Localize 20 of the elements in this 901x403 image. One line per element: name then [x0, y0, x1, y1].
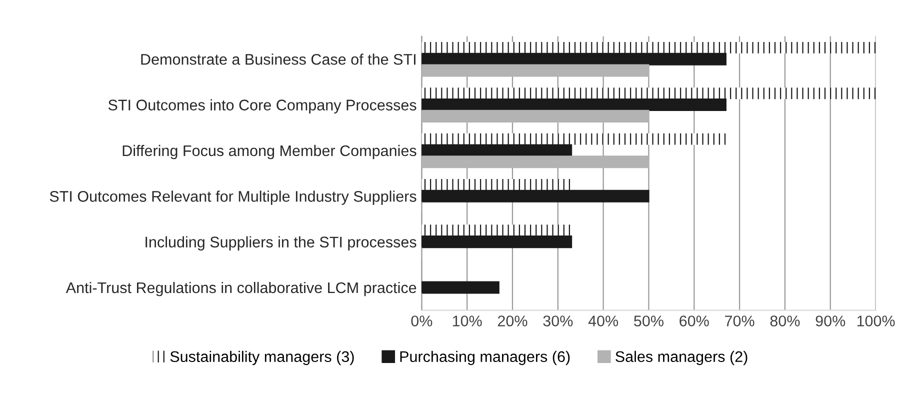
- x-tick-label: 40%: [588, 316, 618, 326]
- y-tick-label: Differing Focus among Member Companies: [122, 144, 416, 160]
- x-tick-label: 0%: [411, 316, 432, 326]
- y-tick-label: Including Suppliers in the STI processes: [146, 236, 416, 251]
- x-tick-label: 70%: [725, 316, 754, 326]
- y-tick-label: STI Outcomes Relevant for Multiple Industry Suppliers: [50, 190, 416, 205]
- legend-label: Purchasing managers (6): [400, 350, 570, 366]
- x-tick-label: 30%: [543, 316, 573, 326]
- x-tick-label: 90%: [816, 316, 846, 326]
- legend-label: Sustainability managers (3): [170, 350, 354, 366]
- x-tick-label: 60%: [680, 316, 709, 326]
- x-tick-label: 10%: [452, 316, 482, 326]
- x-tick-label: 80%: [770, 316, 800, 326]
- x-tick-label: 50%: [634, 316, 664, 326]
- y-tick-label: STI Outcomes into Core Company Processes: [108, 99, 416, 114]
- y-tick-label: Demonstrate a Business Case of the STI: [141, 54, 416, 65]
- x-tick-label: 100%: [857, 316, 895, 326]
- x-tick-label: 20%: [498, 316, 528, 326]
- y-tick-label: Anti-Trust Regulations in collaborative LCM practice: [66, 282, 416, 296]
- legend-label: Sales managers (2): [616, 350, 748, 366]
